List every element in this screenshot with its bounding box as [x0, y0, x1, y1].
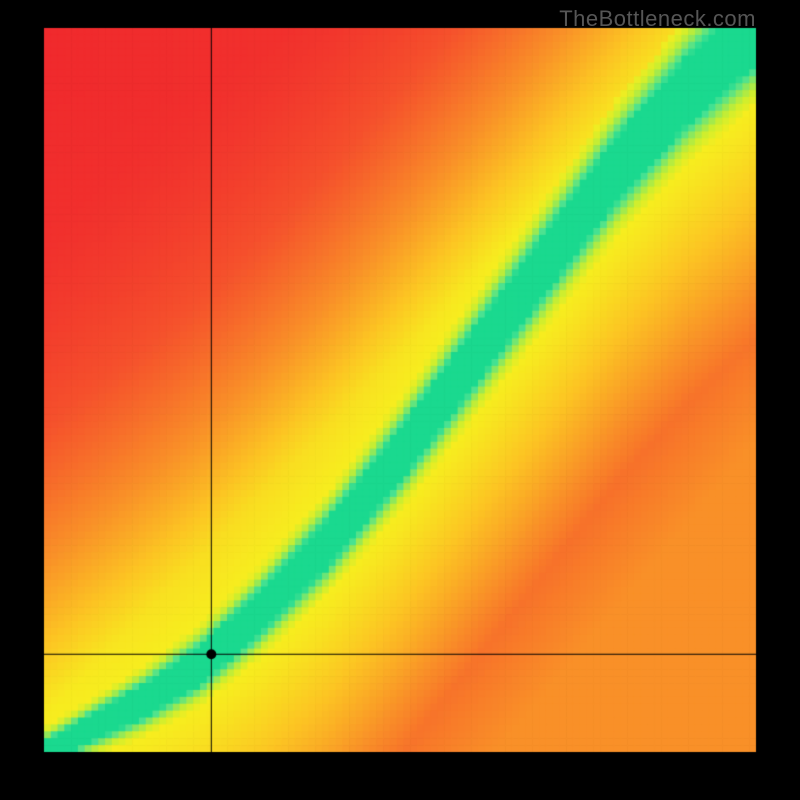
watermark-text: TheBottleneck.com: [559, 6, 756, 32]
bottleneck-heatmap: [0, 0, 800, 800]
chart-container: TheBottleneck.com: [0, 0, 800, 800]
